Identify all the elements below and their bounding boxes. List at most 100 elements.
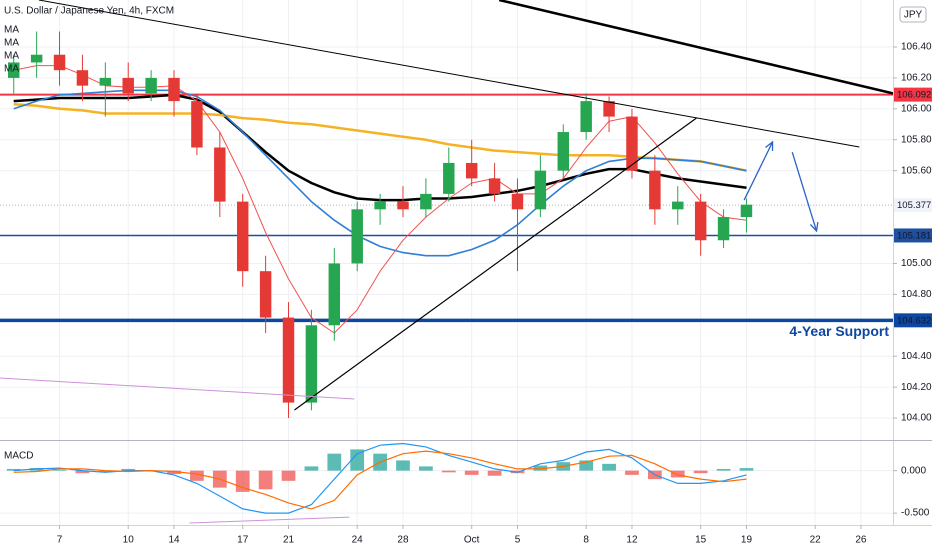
macd-bar bbox=[670, 470, 685, 478]
candle-body bbox=[740, 204, 753, 218]
trend-line bbox=[294, 117, 697, 411]
price-tag-label: 106.092 bbox=[897, 90, 931, 101]
y-tick-label: 0.000 bbox=[901, 465, 926, 476]
price-tag bbox=[894, 198, 932, 213]
candle-body bbox=[465, 162, 478, 179]
x-tick-label: 19 bbox=[741, 535, 753, 546]
macd-bar bbox=[579, 460, 594, 471]
candle-body bbox=[534, 170, 547, 210]
trend-line bbox=[189, 516, 350, 524]
y-tick-label: 105.600 bbox=[901, 165, 932, 176]
macd-bar bbox=[304, 466, 319, 471]
candle-body bbox=[122, 77, 134, 94]
macd-pane bbox=[0, 441, 893, 525]
x-tick-label: Oct bbox=[464, 535, 480, 546]
moving-average bbox=[13, 65, 747, 334]
macd-bar bbox=[396, 460, 410, 471]
legend-entry: MA bbox=[4, 25, 19, 36]
x-tick-label: 17 bbox=[237, 535, 249, 546]
price-tag bbox=[894, 313, 932, 328]
arrow-head bbox=[765, 140, 774, 151]
x-tick-label: 28 bbox=[397, 535, 409, 546]
x-tick-label: 8 bbox=[583, 535, 589, 546]
candle-body bbox=[259, 271, 272, 318]
x-tick-label: 12 bbox=[626, 535, 638, 546]
candle-body bbox=[53, 54, 66, 71]
macd-bar bbox=[350, 449, 365, 471]
x-tick-label: 14 bbox=[168, 535, 180, 546]
candle-body bbox=[328, 263, 341, 326]
candle-body bbox=[214, 147, 226, 202]
candle-body bbox=[145, 77, 157, 94]
candle-body bbox=[99, 77, 112, 86]
macd-title: MACD bbox=[4, 451, 33, 462]
candle-body bbox=[420, 193, 432, 210]
candle-body bbox=[236, 201, 249, 272]
macd-bar bbox=[121, 468, 136, 471]
y-tick-label: 105.800 bbox=[901, 134, 932, 145]
x-tick-label: 10 bbox=[123, 535, 135, 546]
macd-bar bbox=[190, 470, 204, 481]
legend-entry: MA bbox=[4, 64, 19, 75]
macd-bar bbox=[281, 470, 296, 481]
candle-body bbox=[557, 132, 570, 171]
macd-bar bbox=[327, 453, 342, 471]
y-tick-label: 105.000 bbox=[901, 258, 932, 269]
candle-body bbox=[397, 201, 409, 210]
candle-body bbox=[511, 193, 524, 210]
candle-body bbox=[30, 54, 43, 63]
candle-body bbox=[649, 170, 661, 210]
currency-box[interactable] bbox=[899, 6, 927, 23]
candle-body bbox=[626, 116, 638, 171]
legend: U.S. Dollar / Japanese Yen, 4h, FXCM MAC… bbox=[4, 6, 174, 462]
candle-body bbox=[580, 101, 592, 133]
candle-body bbox=[168, 77, 180, 102]
price-tag bbox=[894, 228, 932, 243]
currency: JPY bbox=[904, 10, 923, 21]
signal-line bbox=[13, 450, 747, 510]
y-tick-label: 104.200 bbox=[901, 382, 932, 393]
trend-line bbox=[38, 0, 860, 148]
price-tag-label: 105.181 bbox=[897, 230, 931, 241]
candle-body bbox=[603, 101, 615, 117]
legend-entry: MA bbox=[4, 51, 19, 62]
macd-bar bbox=[98, 470, 113, 473]
y-tick-label: 106.400 bbox=[901, 42, 932, 53]
moving-average bbox=[13, 102, 747, 172]
candle-body bbox=[443, 162, 455, 194]
y-tick-label: 104.000 bbox=[901, 413, 932, 424]
macd-bar bbox=[716, 468, 731, 471]
macd-bar bbox=[464, 470, 479, 475]
moving-average bbox=[13, 89, 747, 257]
candle-body bbox=[282, 317, 295, 403]
trend-line bbox=[791, 151, 818, 232]
macd-bar bbox=[419, 466, 433, 471]
x-tick-label: 7 bbox=[57, 535, 63, 546]
level-annotation: 4-Year Support bbox=[789, 323, 889, 339]
y-tick-label: 104.400 bbox=[901, 351, 932, 362]
y-tick-label: -0.500 bbox=[901, 508, 930, 519]
price-tag bbox=[894, 87, 932, 102]
x-tick-label: 22 bbox=[810, 535, 822, 546]
candle-body bbox=[191, 101, 203, 148]
macd-bar bbox=[441, 470, 456, 473]
candle-body bbox=[351, 209, 363, 264]
macd-bar bbox=[258, 470, 273, 490]
trend-line bbox=[498, 0, 893, 95]
candle-body bbox=[8, 62, 20, 78]
arrow-head bbox=[809, 221, 819, 233]
candle-body bbox=[717, 217, 730, 241]
x-tick-label: 26 bbox=[855, 535, 867, 546]
macd-bar bbox=[602, 463, 616, 471]
legend-entry: MA bbox=[4, 38, 19, 49]
macd-bar bbox=[52, 469, 67, 471]
macd-bar bbox=[167, 470, 181, 475]
candle-body bbox=[374, 201, 386, 210]
trend-line bbox=[0, 377, 355, 400]
price-pane bbox=[0, 0, 893, 440]
candle-body bbox=[694, 201, 707, 241]
macd-bar bbox=[533, 465, 548, 471]
